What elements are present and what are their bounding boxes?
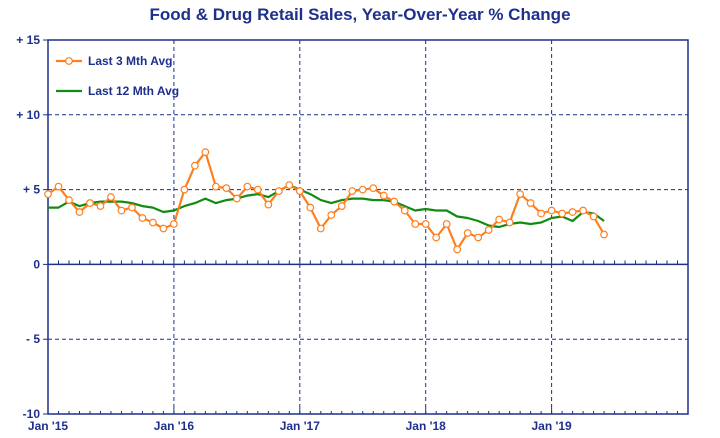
data-point [390, 197, 399, 206]
legend-entry-3-month: Last 3 Mth Avg [56, 54, 172, 68]
data-point [442, 220, 451, 228]
chart-title: Food & Drug Retail Sales, Year-Over-Year… [149, 5, 570, 24]
data-point [306, 203, 315, 212]
y-tick-label: - 5 [26, 332, 40, 346]
x-tick-label: Jan '15 [28, 419, 69, 433]
data-point [253, 185, 262, 194]
data-point [432, 233, 441, 242]
data-series [44, 148, 608, 254]
data-point [190, 161, 199, 170]
data-point [484, 226, 493, 234]
data-point [327, 211, 336, 219]
data-point [274, 187, 283, 195]
data-point [243, 182, 252, 191]
data-point [232, 194, 241, 203]
x-tick-label: Jan '18 [406, 419, 447, 433]
data-point [369, 184, 378, 193]
x-tick-label: Jan '16 [154, 419, 195, 433]
plot-frame-group [47, 39, 689, 415]
data-point [411, 220, 420, 228]
y-tick-label: + 15 [16, 33, 40, 47]
data-point [463, 229, 472, 237]
data-point [421, 220, 430, 228]
legend-entry-12-month: Last 12 Mth Avg [56, 84, 179, 98]
data-point [337, 202, 346, 210]
grid-lines [48, 40, 688, 414]
y-tick-label: -10 [23, 407, 41, 421]
x-tick-label: Jan '17 [280, 419, 321, 433]
data-point [348, 187, 357, 195]
legend-label: Last 3 Mth Avg [88, 54, 172, 68]
axis-ticks [43, 39, 689, 415]
data-point [379, 191, 388, 200]
data-point [316, 224, 325, 233]
data-point [589, 212, 598, 221]
data-point [474, 233, 483, 242]
x-tick-label: Jan '19 [531, 419, 572, 433]
data-point [453, 245, 462, 254]
data-point [568, 208, 577, 216]
legend-label: Last 12 Mth Avg [88, 84, 179, 98]
data-point [128, 203, 136, 212]
data-point [285, 181, 294, 190]
data-point [579, 206, 587, 215]
data-point [537, 209, 546, 218]
data-point [149, 218, 157, 227]
data-point [211, 182, 220, 191]
plot-frame [47, 39, 689, 415]
y-axis-tick-labels: + 15 + 10 + 5 0 - 5 -10 [16, 33, 40, 421]
data-point [400, 206, 409, 215]
data-point [295, 187, 304, 195]
y-tick-label: + 5 [23, 183, 40, 197]
data-point [65, 196, 73, 204]
y-tick-label: 0 [33, 257, 40, 271]
data-point [600, 230, 608, 239]
data-point [117, 206, 126, 215]
data-point [96, 202, 105, 210]
data-point [547, 206, 556, 215]
data-point [44, 190, 52, 198]
data-point [222, 184, 231, 193]
data-point [505, 218, 514, 227]
data-point [495, 215, 504, 224]
legend: Last 3 Mth Avg Last 12 Mth Avg [56, 54, 179, 98]
legend-marker [65, 57, 73, 65]
data-point [558, 209, 566, 218]
data-point [201, 148, 210, 157]
data-point [358, 185, 367, 194]
data-point [264, 200, 273, 209]
data-point [170, 220, 178, 228]
data-point [526, 199, 535, 207]
data-point [86, 199, 94, 207]
data-point [180, 185, 189, 194]
data-point [159, 224, 168, 233]
x-axis-tick-labels: Jan '15 Jan '16 Jan '17 Jan '18 Jan '19 [28, 419, 572, 433]
data-point [75, 208, 84, 216]
data-point [138, 214, 147, 222]
y-tick-label: + 10 [16, 108, 40, 122]
data-point [516, 190, 525, 198]
data-point [107, 193, 115, 201]
data-point [54, 182, 63, 191]
